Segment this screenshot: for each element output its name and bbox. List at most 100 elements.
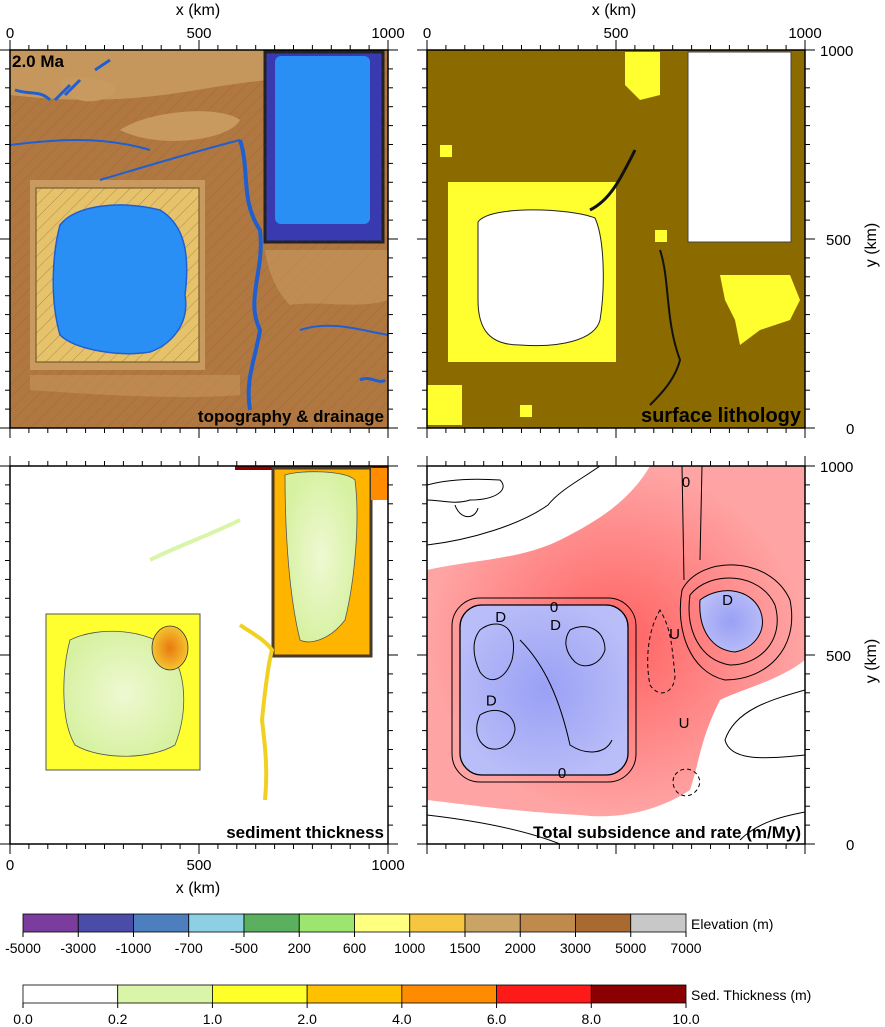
panel1-xtick-1000: 1000 (371, 25, 404, 42)
lake-west (52, 204, 188, 355)
panel4-ticks (417, 456, 815, 854)
subsidence-markers: D D D D U U (486, 592, 733, 732)
time-label: 2.0 Ma (12, 52, 65, 71)
colorbar-swatch-3 (306, 984, 403, 1004)
colorbar-swatch-10 (575, 913, 632, 933)
colorbar-tick-label-12: 7000 (670, 940, 701, 956)
contour-zero-west (451, 597, 637, 783)
panel2-ytick-500: 500 (826, 232, 851, 249)
colorbar-tick-label-8: 1500 (449, 940, 480, 956)
colorbar-swatch-5 (496, 984, 592, 1004)
panel3-x-title: x (km) (176, 880, 220, 897)
contour-label-0c: 0 (682, 474, 690, 491)
marker-d-0: D (550, 617, 561, 634)
colorbar-swatch-2 (212, 984, 308, 1004)
colorbar-swatch-8 (464, 913, 521, 933)
colorbar-tick-label-5: 6.0 (487, 1011, 507, 1027)
marker-d-2: D (486, 692, 497, 709)
colorbar-swatch-11 (630, 913, 687, 933)
panel4-title: Total subsidence and rate (m/My) (533, 823, 801, 842)
panel3-xtick-500: 500 (186, 857, 211, 874)
colorbar-tick-label-2: -1000 (116, 940, 152, 956)
panel-sediment: 0 500 1000 x (km) sediment thickness (0, 456, 405, 897)
colorbar-swatch-6 (590, 984, 687, 1004)
elevation-colorbar-label: Elevation (m) (691, 916, 773, 932)
sediment-west-peak (151, 625, 189, 671)
colorbar-swatch-2 (133, 913, 190, 933)
panel1-xtick-0: 0 (6, 25, 14, 42)
contour-label-0a: 0 (550, 599, 558, 616)
colorbar-tick-label-11: 5000 (615, 940, 646, 956)
marker-u-4: U (669, 626, 680, 643)
panel1-xtick-500: 500 (186, 25, 211, 42)
lake-east (275, 56, 370, 224)
colorbar-tick-label-7: 1000 (394, 940, 425, 956)
panel2-ytick-1000: 1000 (820, 43, 853, 60)
colorbar-swatch-3 (188, 913, 245, 933)
panel4-ytick-0: 0 (846, 837, 854, 854)
marker-d-3: D (722, 592, 733, 609)
panel2-ytick-0: 0 (846, 421, 854, 438)
colorbar-swatch-5 (298, 913, 355, 933)
contour-label-0b: 0 (558, 765, 566, 782)
colorbar-tick-label-10: 3000 (560, 940, 591, 956)
lithology-sand-southeast (720, 275, 800, 345)
panel2-x-title: x (km) (592, 2, 636, 19)
colorbar-tick-label-3: -700 (175, 940, 203, 956)
panel-topography: 0 500 1000 2.0 Ma topography & drainage (0, 25, 405, 438)
colorbar-swatch-4 (401, 984, 497, 1004)
colorbar-tick-label-3: 2.0 (297, 1011, 317, 1027)
colorbar-tick-label-7: 10.0 (672, 1011, 699, 1027)
elevation-colorbar: -5000 -3000 -1000 -700 -500 200 600 1000 1500 200… (5, 913, 702, 956)
colorbar-tick-label-5: 200 (288, 940, 312, 956)
panel1-title: topography & drainage (198, 407, 384, 426)
colorbar-swatch-1 (117, 984, 213, 1004)
sediment-colorbar-label: Sed. Thickness (m) (691, 987, 811, 1003)
panel3-xtick-0: 0 (6, 857, 14, 874)
sediment-colorbar: 0.0 0.2 1.0 2.0 4.0 6.0 8.0 10.0 (13, 984, 700, 1027)
panel1-ticks (0, 40, 398, 438)
panel1-x-title: x (km) (176, 2, 220, 19)
colorbar-swatch-4 (243, 913, 300, 933)
panel-subsidence: D D D D U U 0 0 0 1000 500 0 y (km) Total sub… (417, 456, 880, 854)
subsidence-west-basin (459, 604, 629, 776)
colorbar-swatch-0 (22, 984, 119, 1004)
colorbar-tick-label-9: 2000 (505, 940, 536, 956)
colorbar-tick-label-4: 4.0 (392, 1011, 412, 1027)
colorbar-tick-label-0: 0.0 (13, 1011, 33, 1027)
colorbar-tick-label-1: 0.2 (108, 1011, 128, 1027)
panel-lithology: 0 500 1000 1000 500 0 y (km) surface lit… (417, 25, 880, 438)
sediment-west-interior (63, 630, 185, 757)
colorbar-tick-label-6: 8.0 (582, 1011, 602, 1027)
colorbar-swatch-9 (519, 913, 576, 933)
topo-ridge (120, 111, 240, 141)
panel2-y-title: y (km) (863, 223, 880, 267)
sediment-east-interior (284, 471, 358, 643)
colorbar-tick-label-2: 1.0 (203, 1011, 223, 1027)
panel3-title: sediment thickness (226, 823, 384, 842)
colorbar-tick-label-1: -3000 (60, 940, 96, 956)
colorbar-swatch-0 (22, 913, 79, 933)
panel3-xtick-1000: 1000 (371, 857, 404, 874)
panel4-ytick-500: 500 (826, 648, 851, 665)
colorbar-swatch-1 (77, 913, 134, 933)
panel3-ticks (0, 456, 398, 854)
colorbar-tick-label-4: -500 (230, 940, 258, 956)
colorbar-swatch-7 (409, 913, 466, 933)
marker-u-5: U (679, 715, 690, 732)
panel2-xtick-500: 500 (603, 25, 628, 42)
colorbar-swatch-6 (354, 913, 411, 933)
panel2-title: surface lithology (641, 405, 802, 427)
colorbar-tick-label-6: 600 (343, 940, 367, 956)
panel2-ticks (417, 40, 815, 438)
subsidence-east-basin (699, 590, 763, 653)
main-river (238, 139, 263, 411)
panel4-ytick-1000: 1000 (820, 459, 853, 476)
panel4-y-title: y (km) (863, 639, 880, 683)
marker-d-1: D (495, 609, 506, 626)
lithology-lake-west (477, 209, 604, 347)
panel2-xtick-1000: 1000 (788, 25, 821, 42)
colorbar-tick-label-0: -5000 (5, 940, 41, 956)
panel2-xtick-0: 0 (423, 25, 431, 42)
